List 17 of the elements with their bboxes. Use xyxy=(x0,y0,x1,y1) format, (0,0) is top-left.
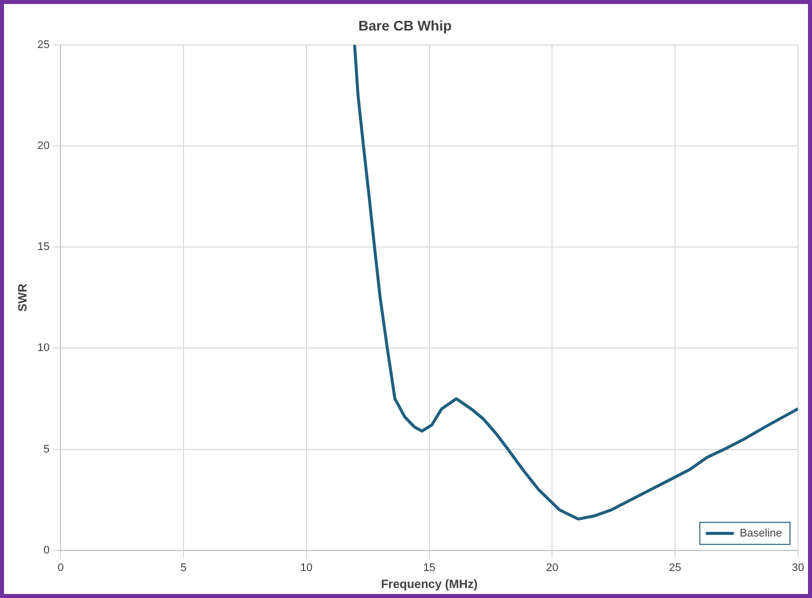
x-tick-label: 30 xyxy=(792,562,804,574)
y-tick-label: 25 xyxy=(37,38,50,51)
chart-title: Bare CB Whip xyxy=(358,17,452,34)
y-tick-label: 15 xyxy=(37,241,50,254)
y-tick-label: 5 xyxy=(44,443,50,456)
y-tick-label: 0 xyxy=(44,544,50,556)
y-tick-label: 10 xyxy=(37,342,50,354)
x-tick-label: 25 xyxy=(668,562,682,574)
legend-label: Baseline xyxy=(740,527,782,540)
x-tick-label: 5 xyxy=(180,562,187,574)
x-tick-label: 0 xyxy=(58,562,64,574)
y-axis-title: SWR xyxy=(16,283,30,312)
x-tick-label: 20 xyxy=(546,562,558,574)
x-tick-label: 10 xyxy=(300,562,313,574)
x-tick-label: 15 xyxy=(423,562,436,574)
y-tick-label: 20 xyxy=(37,140,50,152)
x-axis-title: Frequency (MHz) xyxy=(380,577,478,592)
